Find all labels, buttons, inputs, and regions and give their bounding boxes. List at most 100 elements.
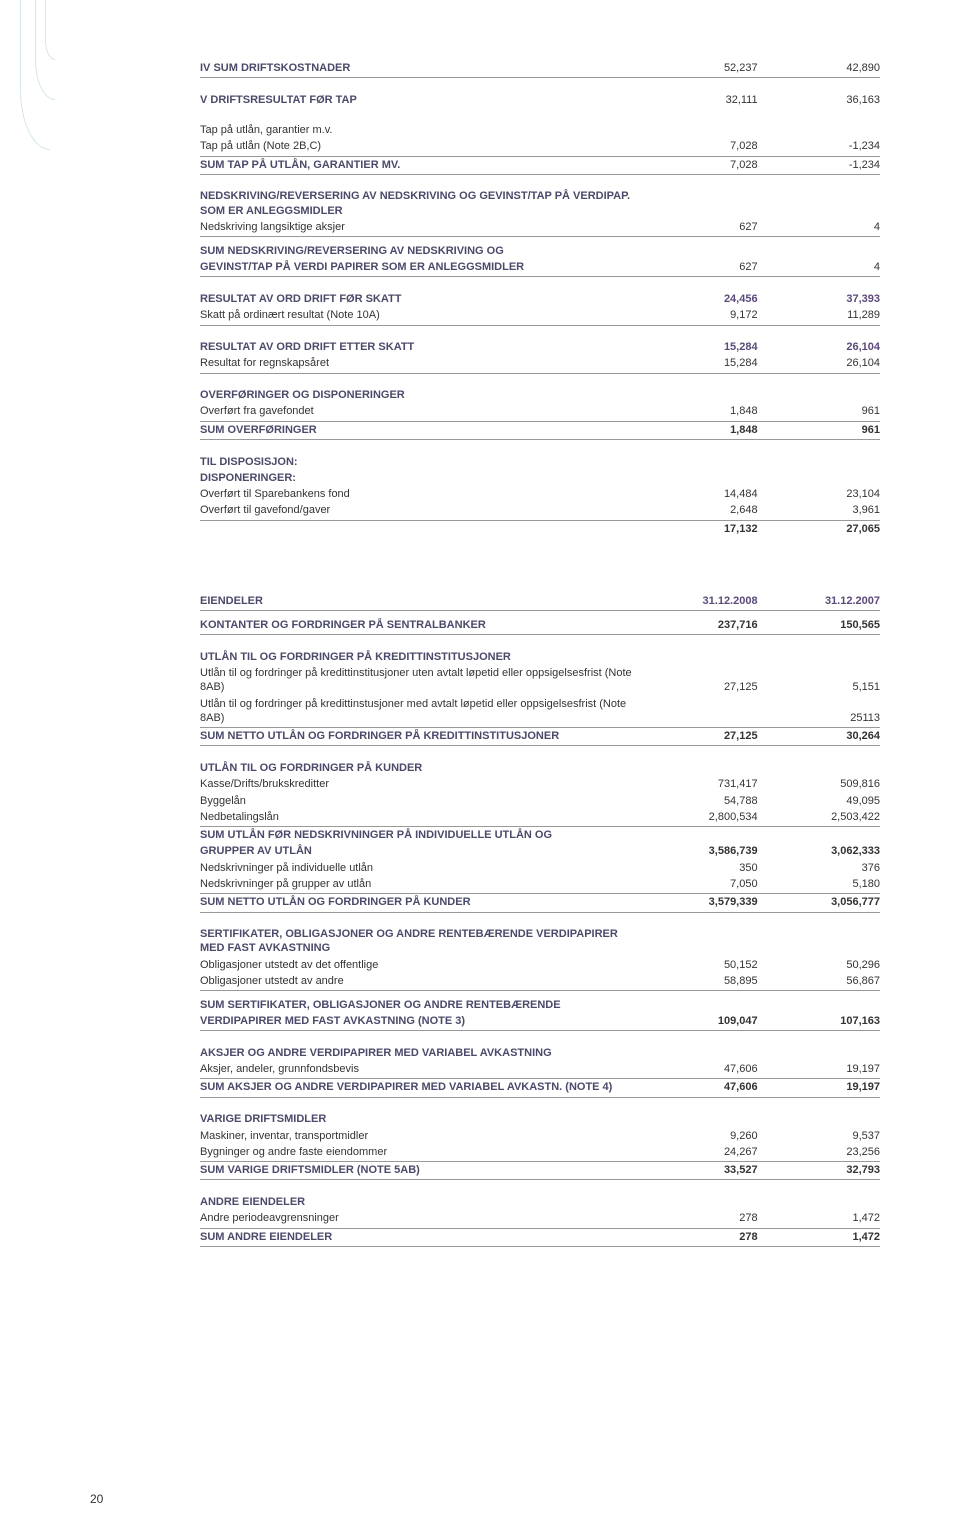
table-row: SUM VARIGE DRIFTSMIDLER (NOTE 5AB)33,527… — [200, 1162, 880, 1180]
table-row: Aksjer, andeler, grunnfondsbevis47,60619… — [200, 1061, 880, 1079]
table-row: Obligasjoner utstedt av andre58,89556,86… — [200, 973, 880, 991]
table-row — [200, 78, 880, 92]
table-row — [200, 537, 880, 565]
row-label: Maskiner, inventar, transportmidler — [200, 1128, 635, 1144]
table-row: SUM SERTIFIKATER, OBLIGASJONER OG ANDRE … — [200, 997, 880, 1013]
row-value-2 — [758, 387, 880, 403]
table-row — [200, 277, 880, 291]
row-value-1: 3,586,739 — [635, 843, 757, 859]
table-row — [200, 1031, 880, 1045]
row-value-2: 5,180 — [758, 876, 880, 894]
row-label: GEVINST/TAP PÅ VERDI PAPIRER SOM ER ANLE… — [200, 259, 635, 277]
row-value-1: 2,800,534 — [635, 809, 757, 827]
row-value-1: 278 — [635, 1210, 757, 1228]
table-row: RESULTAT AV ORD DRIFT FØR SKATT24,45637,… — [200, 291, 880, 307]
row-value-2 — [758, 649, 880, 665]
row-label: Nedskrivninger på individuelle utlån — [200, 860, 635, 876]
table-row: Utlån til og fordringer på kredittinstit… — [200, 665, 880, 696]
table-row: TIL DISPOSISJON: — [200, 454, 880, 470]
row-label: Overført til Sparebankens fond — [200, 486, 635, 502]
row-value-2: 23,104 — [758, 486, 880, 502]
row-label: SUM VARIGE DRIFTSMIDLER (NOTE 5AB) — [200, 1162, 635, 1180]
row-value-2 — [758, 1111, 880, 1127]
row-value-2 — [758, 470, 880, 486]
row-value-2: 3,062,333 — [758, 843, 880, 859]
row-value-1: 15,284 — [635, 339, 757, 355]
row-value-1: 33,527 — [635, 1162, 757, 1180]
table-row — [200, 746, 880, 760]
row-value-2: 31.12.2007 — [758, 593, 880, 611]
row-label: TIL DISPOSISJON: — [200, 454, 635, 470]
row-value-1: 9,260 — [635, 1128, 757, 1144]
table-row — [200, 174, 880, 188]
table-row: ANDRE EIENDELER — [200, 1194, 880, 1210]
row-value-1: 278 — [635, 1228, 757, 1246]
row-label: Tap på utlån, garantier m.v. — [200, 122, 635, 138]
row-label: SUM SERTIFIKATER, OBLIGASJONER OG ANDRE … — [200, 997, 635, 1013]
row-value-2: 27,065 — [758, 520, 880, 537]
row-value-1: 47,606 — [635, 1061, 757, 1079]
row-value-1 — [635, 1194, 757, 1210]
table-row: SUM TAP PÅ UTLÅN, GARANTIER MV.7,028-1,2… — [200, 156, 880, 174]
row-value-2: 30,264 — [758, 728, 880, 746]
row-value-2: 36,163 — [758, 92, 880, 108]
row-label: Obligasjoner utstedt av andre — [200, 973, 635, 991]
row-label: SUM NETTO UTLÅN OG FORDRINGER PÅ KUNDER — [200, 894, 635, 912]
row-value-1 — [635, 454, 757, 470]
row-value-2: 376 — [758, 860, 880, 876]
row-value-2: 4 — [758, 219, 880, 237]
table-row: VARIGE DRIFTSMIDLER — [200, 1111, 880, 1127]
row-label: Nedbetalingslån — [200, 809, 635, 827]
row-value-2: 19,197 — [758, 1079, 880, 1097]
row-label: AKSJER OG ANDRE VERDIPAPIRER MED VARIABE… — [200, 1045, 635, 1061]
row-value-1: 17,132 — [635, 520, 757, 537]
row-label: Overført til gavefond/gaver — [200, 502, 635, 520]
row-value-2: 25113 — [758, 696, 880, 728]
row-value-2 — [758, 827, 880, 844]
row-value-2: 49,095 — [758, 793, 880, 809]
row-label: Bygninger og andre faste eiendommer — [200, 1144, 635, 1162]
row-value-1: 7,050 — [635, 876, 757, 894]
table-row: Bygninger og andre faste eiendommer24,26… — [200, 1144, 880, 1162]
table-row: Obligasjoner utstedt av det offentlige50… — [200, 957, 880, 973]
row-label: SUM ANDRE EIENDELER — [200, 1228, 635, 1246]
row-label: Overført fra gavefondet — [200, 403, 635, 421]
row-value-1: 27,125 — [635, 728, 757, 746]
table-row: UTLÅN TIL OG FORDRINGER PÅ KUNDER — [200, 760, 880, 776]
row-label: OVERFØRINGER OG DISPONERINGER — [200, 387, 635, 403]
row-value-2: 32,793 — [758, 1162, 880, 1180]
row-value-1: 109,047 — [635, 1013, 757, 1031]
row-value-2 — [758, 926, 880, 957]
row-value-1 — [635, 827, 757, 844]
row-value-1: 2,648 — [635, 502, 757, 520]
row-value-2: 9,537 — [758, 1128, 880, 1144]
decorative-curves — [20, 0, 80, 200]
row-label: ANDRE EIENDELER — [200, 1194, 635, 1210]
row-value-2: 50,296 — [758, 957, 880, 973]
row-value-1: 54,788 — [635, 793, 757, 809]
table-row — [200, 325, 880, 339]
financial-table: IV SUM DRIFTSKOSTNADER52,23742,890V DRIF… — [200, 60, 880, 1247]
row-label: SUM OVERFØRINGER — [200, 421, 635, 439]
table-row: AKSJER OG ANDRE VERDIPAPIRER MED VARIABE… — [200, 1045, 880, 1061]
row-value-2: 1,472 — [758, 1228, 880, 1246]
row-value-1: 14,484 — [635, 486, 757, 502]
row-label: KONTANTER OG FORDRINGER PÅ SENTRALBANKER — [200, 617, 635, 635]
row-value-2: 23,256 — [758, 1144, 880, 1162]
table-row: NEDSKRIVING/REVERSERING AV NEDSKRIVING O… — [200, 188, 880, 219]
row-value-1: 24,267 — [635, 1144, 757, 1162]
table-row: SUM NETTO UTLÅN OG FORDRINGER PÅ KUNDER3… — [200, 894, 880, 912]
table-row — [200, 108, 880, 122]
row-value-1: 1,848 — [635, 403, 757, 421]
table-row: Kasse/Drifts/brukskreditter731,417509,81… — [200, 776, 880, 792]
table-row: Resultat for regnskapsåret15,28426,104 — [200, 355, 880, 373]
row-label: Byggelån — [200, 793, 635, 809]
row-value-1: 47,606 — [635, 1079, 757, 1097]
row-label: RESULTAT AV ORD DRIFT FØR SKATT — [200, 291, 635, 307]
row-label: SUM NEDSKRIVING/REVERSERING AV NEDSKRIVI… — [200, 243, 635, 259]
table-row: DISPONERINGER: — [200, 470, 880, 486]
row-label: Andre periodeavgrensninger — [200, 1210, 635, 1228]
row-label: UTLÅN TIL OG FORDRINGER PÅ KREDITTINSTIT… — [200, 649, 635, 665]
row-label: DISPONERINGER: — [200, 470, 635, 486]
row-value-2 — [758, 454, 880, 470]
